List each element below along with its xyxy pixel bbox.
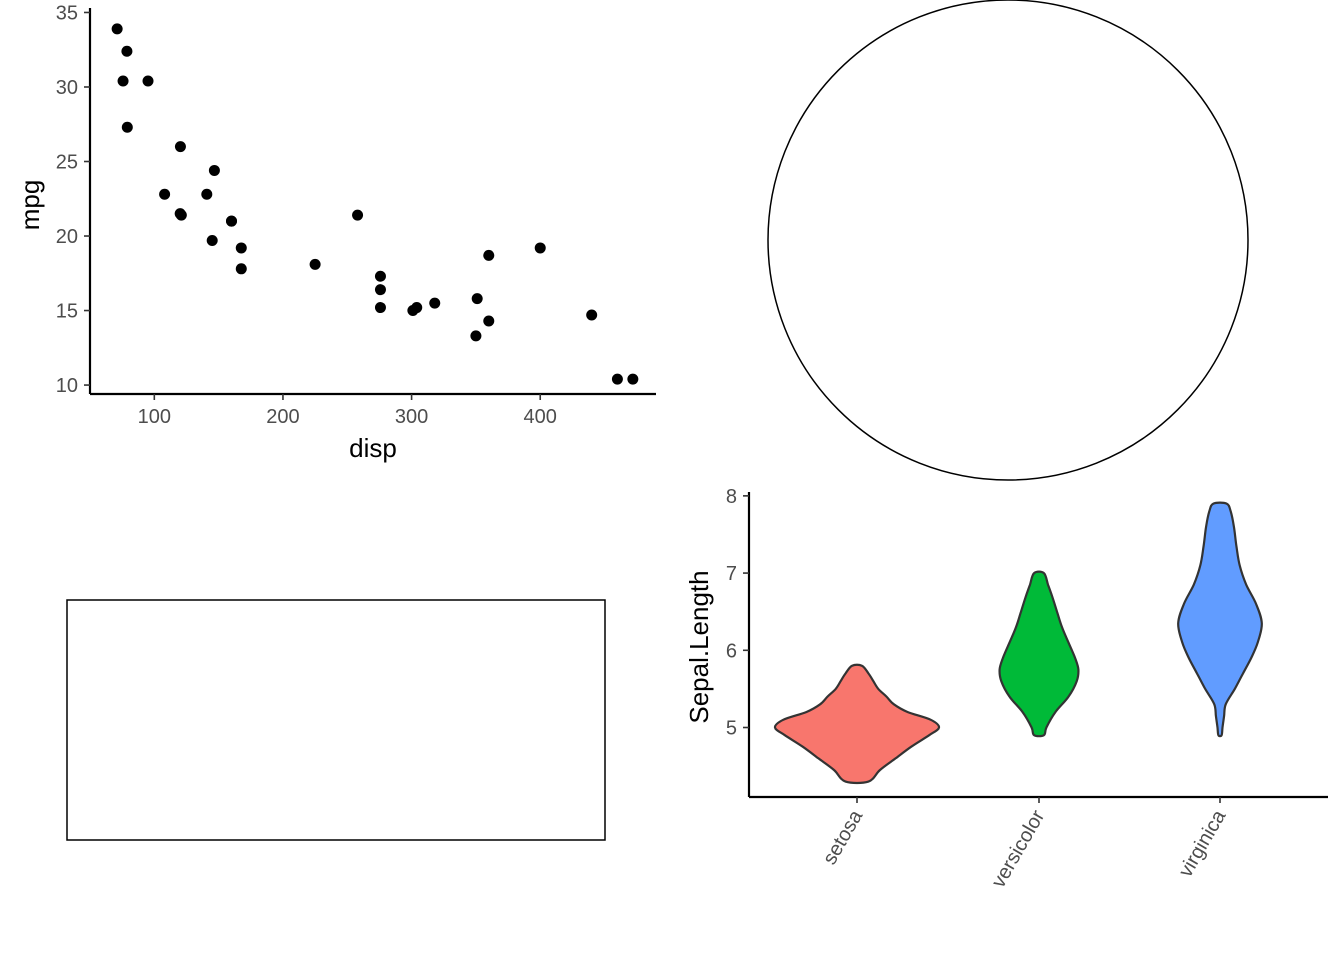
scatter-point xyxy=(121,121,133,133)
violin-versicolor xyxy=(998,570,1080,738)
scatter-y-tick-label: 15 xyxy=(56,301,78,323)
scatter-point xyxy=(159,188,171,200)
scatter-point xyxy=(407,305,419,317)
scatter-x-tick-label: 200 xyxy=(266,406,299,428)
violin-shapes xyxy=(773,501,1263,785)
scatter-point xyxy=(121,45,133,57)
scatter-point xyxy=(627,373,639,385)
scatter-y-tick-label: 20 xyxy=(56,226,78,248)
scatter-point xyxy=(235,242,247,254)
scatter-point xyxy=(374,284,386,296)
scatter-point xyxy=(352,209,364,221)
scatter-y-tick-label: 35 xyxy=(56,2,78,24)
circle-shape xyxy=(767,0,1249,481)
scatter-point xyxy=(117,75,129,87)
scatter-y-tick-label: 30 xyxy=(56,77,78,99)
scatter-point xyxy=(470,330,482,342)
scatter-point xyxy=(235,263,247,275)
scatter-point xyxy=(374,302,386,314)
scatter-points xyxy=(111,23,639,385)
scatter-x-tick-label: 400 xyxy=(524,406,557,428)
scatter-point xyxy=(201,188,213,200)
violin-y-ticks: 5 6 7 8 xyxy=(726,486,749,740)
scatter-y-tick-label: 25 xyxy=(56,152,78,174)
scatter-point xyxy=(471,293,483,305)
scatter-plot: 10 15 20 25 30 35 100 200 300 400 disp mpg xyxy=(15,2,656,463)
scatter-point xyxy=(174,141,186,153)
violin-y-tick-label: 6 xyxy=(726,640,737,662)
violin-x-tick-label: versicolor xyxy=(987,806,1049,891)
scatter-point xyxy=(611,373,623,385)
scatter-point xyxy=(534,242,546,254)
scatter-point xyxy=(309,258,321,270)
scatter-point xyxy=(226,215,237,227)
violin-y-tick-label: 5 xyxy=(726,718,737,740)
scatter-point xyxy=(111,23,123,35)
scatter-point xyxy=(208,164,220,176)
scatter-point xyxy=(374,270,386,282)
scatter-y-axis-title: mpg xyxy=(15,180,45,231)
violin-setosa xyxy=(773,663,941,785)
scatter-y-tick-label: 10 xyxy=(56,375,78,397)
scatter-x-axis-title: disp xyxy=(349,433,397,463)
violin-y-tick-label: 7 xyxy=(726,563,737,585)
scatter-point xyxy=(175,209,187,221)
violin-virginica xyxy=(1177,501,1263,738)
rectangle-shape xyxy=(66,599,606,841)
scatter-y-ticks: 10 15 20 25 30 35 xyxy=(56,2,90,397)
scatter-point xyxy=(586,309,598,321)
violin-plot: 5 6 7 8 setosa versicolor virginica Sepal.Len… xyxy=(684,486,1328,892)
violin-x-tick-label: virginica xyxy=(1175,806,1231,881)
scatter-x-tick-label: 300 xyxy=(395,406,428,428)
violin-x-tick-label: setosa xyxy=(819,806,868,869)
scatter-x-ticks: 100 200 300 400 xyxy=(138,394,557,428)
scatter-point xyxy=(483,249,495,261)
scatter-point xyxy=(429,297,441,309)
scatter-point xyxy=(483,315,495,327)
scatter-x-tick-label: 100 xyxy=(138,406,171,428)
violin-y-axis-title: Sepal.Length xyxy=(684,570,714,723)
scatter-point xyxy=(142,75,154,87)
scatter-point xyxy=(206,234,218,246)
violin-x-ticks: setosa versicolor virginica xyxy=(819,797,1231,892)
violin-y-tick-label: 8 xyxy=(726,486,737,508)
